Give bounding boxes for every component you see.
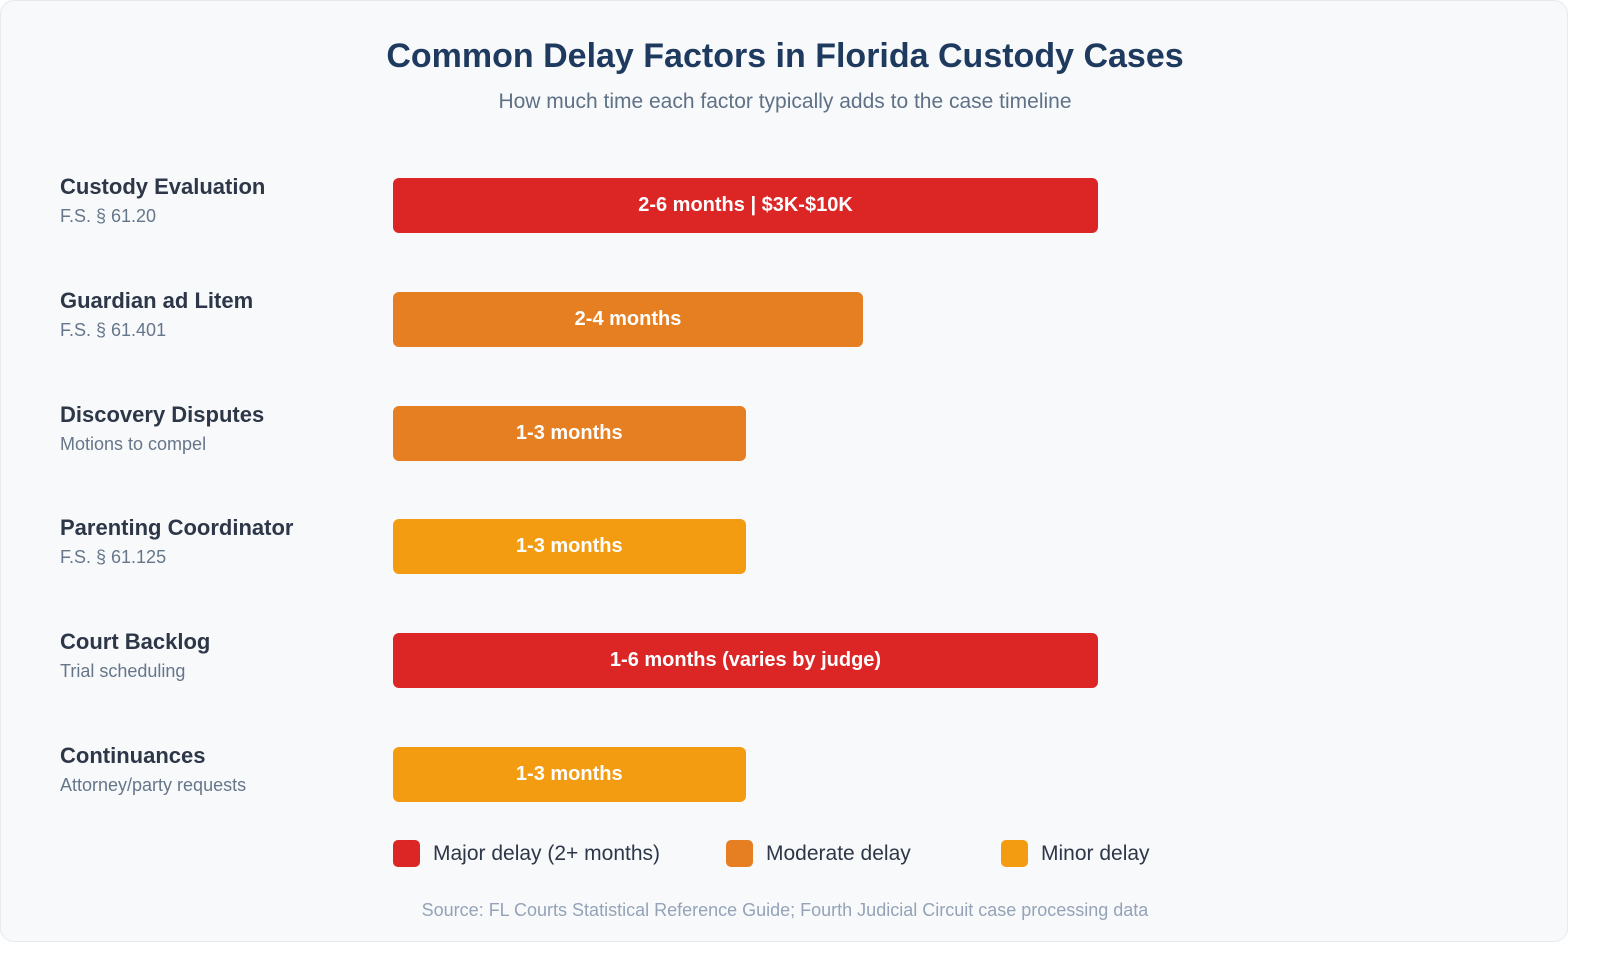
bar-minor: 1-3 months (393, 519, 746, 575)
category-sublabel: F.S. § 61.20 (60, 206, 157, 226)
bar-row: Court Backlog Trial scheduling 1-6 months … (1, 629, 1569, 693)
bar-data-label: 2-6 months | $3K-$10K (638, 194, 853, 216)
category-sublabel: F.S. § 61.125 (60, 547, 167, 568)
legend-item-moderate: Moderate delay (726, 840, 911, 867)
bar-data-label: 1-3 months (515, 763, 623, 785)
category-label: Guardian ad Litem (60, 287, 254, 313)
bar-row: Guardian ad Litem F.S. § 61.401 2-4 months (1, 288, 1569, 352)
bar-minor: 1-3 months (393, 747, 746, 802)
bar-row: Parenting Coordinator F.S. § 61.125 1-3 mo… (1, 515, 1569, 579)
bar-major: 1-6 months (varies by judge) (393, 633, 1098, 689)
category-sublabel: Motions to compel (60, 433, 207, 454)
bar-data-label: 2-4 months (574, 307, 682, 330)
legend-item-minor: Minor delay (1001, 840, 1150, 867)
bar-row: Custody Evaluation F.S. § 61.20 2-6 months… (1, 174, 1569, 238)
category-label: Custody Evaluation (60, 174, 266, 199)
category-sublabel: Attorney/party requests (60, 775, 247, 795)
legend-label: Moderate delay (766, 841, 911, 865)
bar-data-label: 1-3 months (515, 535, 623, 558)
chart-card: Common Delay Factors in Florida Custody … (0, 0, 1568, 942)
category-label: Continuances (60, 743, 206, 768)
legend-swatch-minor (1001, 840, 1028, 867)
bar-data-label: 1-3 months (515, 421, 623, 444)
category-label: Court Backlog (60, 629, 211, 655)
bar-moderate: 1-3 months (393, 405, 746, 461)
category-label: Parenting Coordinator (60, 515, 294, 541)
legend-swatch-major (393, 840, 420, 867)
chart-subtitle: How much time each factor typically adds… (498, 90, 1072, 113)
bar-data-label: 1-6 months (varies by judge) (609, 649, 882, 672)
source-note: Source: FL Courts Statistical Reference … (421, 900, 1149, 920)
legend-label: Major delay (2+ months) (433, 841, 661, 865)
chart-title: Common Delay Factors in Florida Custody … (386, 37, 1184, 75)
bar-moderate: 2-4 months (393, 291, 863, 347)
category-sublabel: F.S. § 61.401 (60, 319, 167, 340)
category-label: Discovery Disputes (60, 401, 265, 427)
legend-item-major: Major delay (2+ months) (393, 840, 660, 867)
bar-major: 2-6 months | $3K-$10K (393, 178, 1098, 233)
category-sublabel: Trial scheduling (60, 661, 186, 682)
bar-row: Discovery Disputes Motions to compel 1-3 m… (1, 402, 1569, 466)
bar-row: Continuances Attorney/party requests 1-3 m… (1, 743, 1569, 807)
legend-label: Minor delay (1041, 841, 1150, 865)
legend-swatch-moderate (726, 840, 753, 867)
